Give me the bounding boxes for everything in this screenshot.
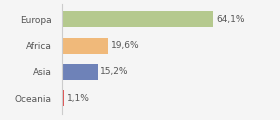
Bar	[62, 90, 64, 106]
Bar	[62, 12, 213, 27]
Bar	[62, 64, 97, 80]
Bar	[62, 38, 108, 54]
Text: 15,2%: 15,2%	[100, 67, 129, 76]
Text: 1,1%: 1,1%	[67, 94, 90, 103]
Text: 64,1%: 64,1%	[216, 15, 244, 24]
Text: 19,6%: 19,6%	[111, 41, 139, 50]
